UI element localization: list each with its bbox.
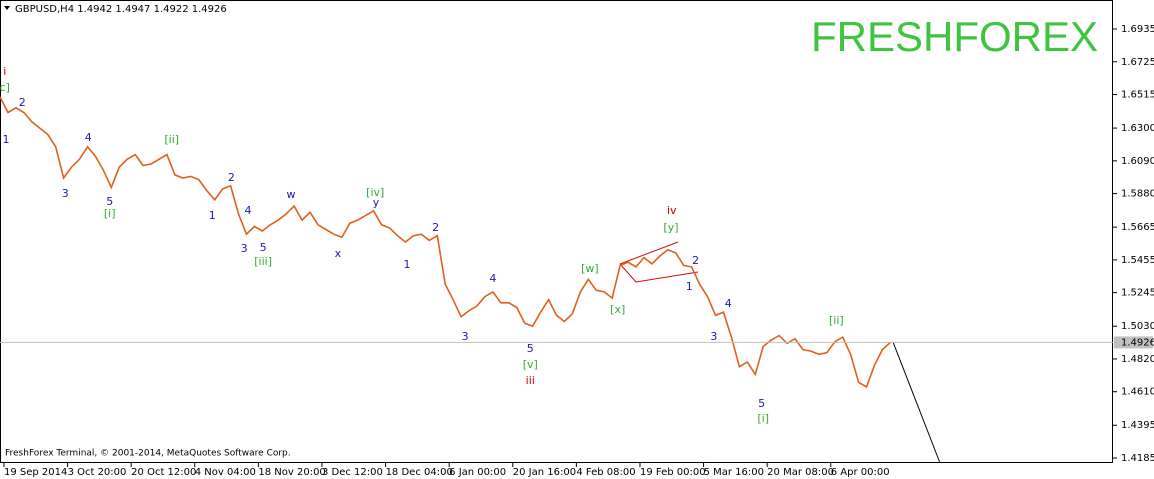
y-tick-label: 1.5030: [1121, 321, 1154, 332]
wave-label: 1: [404, 258, 411, 271]
x-tick-label: 20 Mar 08:00: [767, 467, 834, 478]
plot-frame: [0, 0, 1113, 463]
wave-label: 2: [692, 254, 699, 267]
y-tick-label: 1.5245: [1121, 288, 1154, 299]
wave-label: c]: [0, 81, 10, 94]
bid-label: 1.4926: [1121, 337, 1154, 348]
wave-label: 2: [432, 221, 439, 234]
wave-label: [x]: [610, 303, 625, 316]
y-tick-label: 1.6935: [1121, 24, 1154, 35]
y-tick-label: 1.5455: [1121, 255, 1154, 266]
y-tick-label: 1.4820: [1121, 354, 1154, 365]
wave-label: [iv]: [366, 186, 384, 199]
wave-label: 1: [2, 133, 9, 146]
y-tick-label: 1.6300: [1121, 123, 1154, 134]
x-tick-label: 20 Oct 12:00: [131, 467, 196, 478]
wave-label: [i]: [104, 207, 116, 220]
wave-label: 5: [106, 195, 113, 208]
y-tick-label: 1.4395: [1121, 420, 1154, 431]
wave-label: w: [286, 188, 295, 201]
wave-label: y: [373, 196, 380, 209]
wave-label: [i]: [757, 412, 769, 425]
x-tick-label: 19 Feb 00:00: [640, 467, 706, 478]
x-tick-label: 3 Oct 20:00: [68, 467, 127, 478]
wave-label: [w]: [581, 262, 599, 275]
copyright: FreshForex Terminal, © 2001-2014, MetaQu…: [5, 449, 291, 459]
wave-label: 3: [62, 187, 69, 200]
wave-label: 4: [489, 272, 496, 285]
wave-label: 3: [462, 330, 469, 343]
wave-label: 5: [260, 241, 267, 254]
bid-box: [1114, 336, 1153, 349]
wave-label: [ii]: [829, 314, 844, 327]
y-tick-label: 1.4610: [1121, 387, 1154, 398]
triangle-pattern: [619, 241, 699, 283]
wave-label: [iii]: [254, 255, 272, 268]
wave-label: i: [3, 65, 6, 78]
wave-label: 3: [710, 330, 717, 343]
chart-title: GBPUSD,H4 1.4942 1.4947 1.4922 1.4926: [15, 4, 227, 15]
x-tick-label: 4 Nov 04:00: [195, 467, 256, 478]
wave-label: 3: [241, 242, 248, 255]
x-tick-label: 18 Dec 04:00: [386, 467, 453, 478]
wave-label: 4: [85, 131, 92, 144]
wave-label: 2: [19, 96, 26, 109]
wave-label: 4: [245, 204, 252, 217]
wave-label: [v]: [523, 358, 538, 371]
x-tick-label: 6 Apr 00:00: [831, 467, 890, 478]
wave-label: iii: [526, 374, 535, 387]
y-tick-label: 1.6090: [1121, 156, 1154, 167]
wave-label: x: [335, 247, 342, 260]
wave-label: [y]: [663, 221, 678, 234]
wave-label: [ii]: [164, 133, 179, 146]
wave-label: 2: [228, 171, 235, 184]
y-tick-label: 1.6725: [1121, 57, 1154, 68]
x-tick-label: 4 Feb 08:00: [576, 467, 635, 478]
y-tick-label: 1.5665: [1121, 222, 1154, 233]
x-tick-label: 19 Sep 2014: [4, 467, 67, 478]
x-tick-label: 20 Jan 16:00: [513, 467, 576, 478]
y-tick-label: 1.5880: [1121, 189, 1154, 200]
x-tick-label: 18 Nov 20:00: [258, 467, 325, 478]
y-tick-label: 1.6515: [1121, 90, 1154, 101]
wave-label: 1: [686, 280, 693, 293]
projection-line: [892, 341, 941, 464]
y-tick-label: 1.4185: [1121, 453, 1154, 464]
wave-label: 4: [725, 297, 732, 310]
menu-arrow[interactable]: [4, 6, 10, 10]
x-tick-label: 3 Dec 12:00: [322, 467, 383, 478]
x-tick-label: 6 Jan 00:00: [449, 467, 506, 478]
wave-label: iv: [667, 204, 677, 217]
watermark: FRESHFOREX: [811, 13, 1098, 60]
wave-label: 1: [209, 209, 216, 222]
x-tick-label: 5 Mar 16:00: [704, 467, 764, 478]
wave-label: 5: [758, 397, 765, 410]
wave-label: 5: [527, 342, 534, 355]
price-line: [0, 96, 891, 389]
